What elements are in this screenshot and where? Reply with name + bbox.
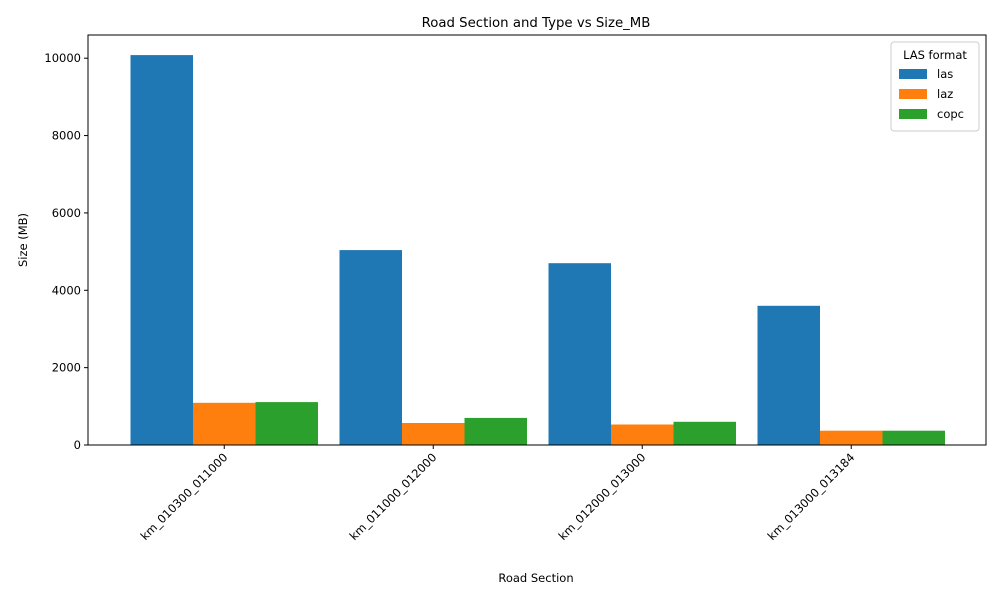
x-axis-label: Road Section bbox=[498, 571, 573, 585]
y-tick-label: 2000 bbox=[52, 361, 81, 375]
y-tick-label: 4000 bbox=[52, 283, 81, 297]
bar-laz-1 bbox=[193, 402, 256, 445]
legend-swatch-copc bbox=[899, 109, 927, 119]
y-tick-label: 6000 bbox=[52, 206, 81, 220]
legend-swatch-las bbox=[899, 69, 927, 79]
bar-copc-1 bbox=[255, 402, 318, 445]
y-axis-label: Size (MB) bbox=[16, 213, 30, 267]
legend-frame bbox=[890, 41, 980, 132]
bar-laz-2 bbox=[402, 423, 465, 445]
bar-copc-4 bbox=[882, 430, 945, 445]
bar-laz-3 bbox=[611, 424, 674, 445]
y-tick-label: 8000 bbox=[52, 129, 81, 143]
bar-las-2 bbox=[339, 250, 402, 445]
legend-label-copc: copc bbox=[937, 107, 964, 121]
legend-label-laz: laz bbox=[937, 87, 953, 101]
bar-laz-4 bbox=[820, 430, 883, 445]
legend-label-las: las bbox=[937, 67, 953, 81]
bar-copc-3 bbox=[673, 421, 736, 445]
bar-las-3 bbox=[548, 263, 611, 445]
y-tick-label: 0 bbox=[74, 438, 81, 452]
bar-las-4 bbox=[757, 305, 820, 445]
axes-frame bbox=[87, 34, 987, 446]
bar-las-1 bbox=[130, 55, 193, 445]
legend: LAS format las laz copc bbox=[890, 41, 980, 132]
legend-swatch-laz bbox=[899, 89, 927, 99]
y-tick-label: 10000 bbox=[44, 51, 81, 65]
legend-title: LAS format bbox=[903, 48, 967, 62]
chart-title: Road Section and Type vs Size_MB bbox=[422, 16, 651, 31]
bar-copc-2 bbox=[464, 417, 527, 445]
